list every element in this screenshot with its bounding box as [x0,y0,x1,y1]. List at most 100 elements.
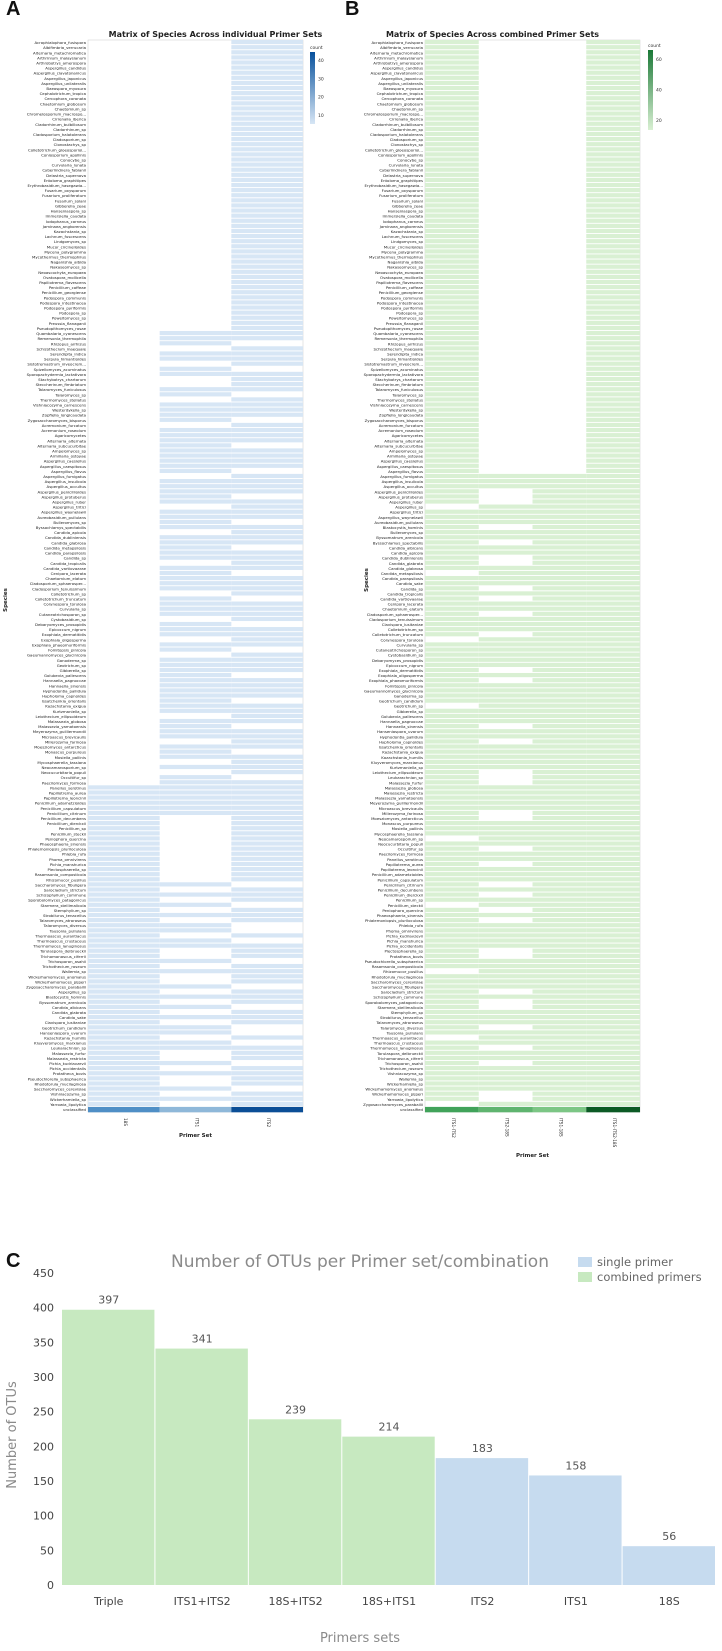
heatmap-b-species-label: Acrophialophora_fusispora [371,40,423,45]
heatmap-b-cell [532,688,587,693]
heatmap-b-cell [425,519,479,525]
heatmap-b-cell [586,1096,640,1101]
heatmap-b-legend-bar [648,50,653,130]
heatmap-b-species-label: Acremonium_furcatum [379,423,423,428]
heatmap-a-cell [88,1091,160,1096]
heatmap-b-cell [532,698,587,703]
heatmap-a-cell [159,596,232,601]
heatmap-b-species-label: Mycothermus_thermophilus [369,254,423,259]
heatmap-a-species-label: Cladosporium_halotolerans [33,132,86,137]
heatmap-b-species-label: Cystobasidium_sp [388,653,424,658]
heatmap-a-cell [231,744,303,749]
heatmap-b-cell [425,565,479,570]
heatmap-b-species-label: Leukarachnion_sp [388,775,423,780]
heatmap-b-species-label: Aspergillus_clavatonanicus [371,71,423,76]
heatmap-b-species-label: Cladosporium_halotolerans [370,132,423,137]
heatmap-b-cell [425,80,479,86]
heatmap-a-cell [159,672,232,678]
heatmap-a-species-label: Candida_sake [59,1015,86,1020]
heatmap-b-cell [532,887,587,892]
heatmap-a-cell [159,902,232,907]
heatmap-b-species-label: Hannaella_sinensis [386,724,423,729]
heatmap-a-cell [231,1035,303,1040]
heatmap-b-species-label: Lindgomyces_sp [391,239,424,244]
heatmap-b-species-label: Talaromyces_funiculosus [374,387,423,392]
heatmap-a-cell [159,514,232,519]
bar-category-label: ITS1+ITS2 [174,1595,231,1608]
heatmap-b-cell [425,1106,479,1113]
heatmap-a-cell [159,356,232,361]
heatmap-a-cell [159,433,232,438]
heatmap-a-species-label: Penicillium_dierckxii [47,821,86,826]
heatmap-b-cell [586,887,640,892]
heatmap-b-cell [425,177,479,183]
heatmap-a-species-label: Aspergillus_clavatonanicus [34,71,86,76]
heatmap-b-cell [586,177,640,183]
heatmap-b-cell [586,45,640,50]
heatmap-b-cell [478,800,533,805]
heatmap-b-cell [586,152,640,157]
heatmap-a-species-label: Erythrobasidium_hasegawia... [28,183,86,188]
heatmap-a-species-label: Cyberlindnera_fabianii [42,168,86,173]
heatmap-b-species-label: Pseudopithomyces_rosae [374,326,424,331]
heatmap-a-species-label: Serendipita_indica [50,351,86,356]
heatmap-b-species-label: Alternaria_subcucurbitae [374,443,423,448]
heatmap-a-cell [88,1009,160,1015]
heatmap-a-cell [231,1096,303,1101]
heatmap-b-species-label: Cephalotrichum_tropica [377,91,424,96]
heatmap-b-cell [586,193,640,198]
heatmap-a-species-label: Meyerozyma_guilliermondii [33,729,86,734]
heatmap-b-cell [586,907,640,912]
heatmap-b-cell [425,70,479,75]
bar-chart-ytick-label: 200 [33,1440,54,1453]
heatmap-b-cell [586,1055,640,1061]
heatmap-a-species-label: Rhizopus_arrhizus [51,341,86,346]
heatmap-b-cell [425,116,479,121]
heatmap-b-species-label: Exophiala_dermatitidis [379,668,423,673]
heatmap-a-cell [231,233,303,239]
heatmap-b-cell [586,754,640,759]
heatmap-b-cell [532,1045,587,1050]
heatmap-a-species-label: Sistotremastrum_niveocrem... [27,362,86,367]
heatmap-b-cell [425,463,479,468]
heatmap-b-species-label: Wickerhamomyces_anomalus [365,1087,423,1092]
heatmap-a-ylabel: Species [3,587,9,612]
heatmap-b-cell [586,1060,640,1066]
heatmap-b-species-label: Mycena_polygramma [381,249,423,254]
heatmap-b-cell [478,785,533,790]
heatmap-a-cell [231,463,303,468]
heatmap-b-cell [586,285,640,290]
heatmap-b-cell [425,596,479,601]
heatmap-a-cell [88,928,160,933]
heatmap-b-cell [586,703,640,708]
heatmap-b-cell [532,1035,587,1040]
heatmap-a-species-label: Coniosporium_apollinis [41,152,86,157]
heatmap-b-cell [425,254,479,259]
heatmap-b-cell [586,769,640,775]
heatmap-a-species-label: Microascus_brevicaulis [42,734,86,739]
heatmap-a-species-label: Mycosphaerella_tassiana [37,760,86,765]
heatmap-b-cell [425,203,479,208]
heatmap-a-cell [231,223,303,228]
heatmap-b-species-label: Thermoascus_aurantiacus [371,1036,423,1041]
heatmap-b-cell [425,621,479,627]
heatmap-a-cell [231,382,303,387]
heatmap-b-cell [425,754,479,759]
heatmap-b-cell [532,708,587,713]
heatmap-b-cell [586,341,640,346]
heatmap-b-cell [586,213,640,218]
heatmap-a-cell [88,999,160,1004]
heatmap-b-species-label: Acremonium_roseolum [378,428,423,433]
heatmap-b-species-label: Podospora_communis [381,295,423,300]
heatmap-b-cell [586,780,640,785]
heatmap-b-cell [425,933,479,938]
heatmap-b-cell [586,279,640,285]
heatmap-b-cell [425,718,479,724]
heatmap-b-cell [425,662,479,667]
heatmap-a-species-label: Penicillium_capsulatum [40,806,86,811]
heatmap-b-cell [425,805,479,810]
heatmap-b-cell [425,233,479,239]
heatmap-b-species-label: Delastria_supernova [383,173,423,178]
heatmap-b-cell [586,785,640,790]
heatmap-a-cell [88,897,160,902]
